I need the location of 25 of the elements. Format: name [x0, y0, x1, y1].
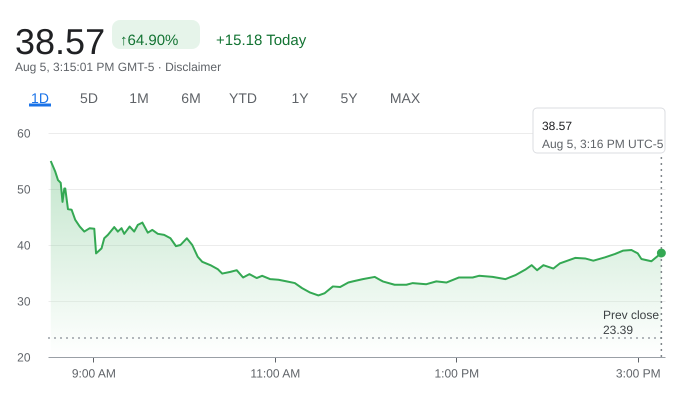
text: Aug 5, 3:15:01 PM GMT-5 · Disclaimer — [15, 60, 222, 74]
annotation: Aug 5, 3:16 PM UTC-5 — [542, 137, 664, 151]
x-tick-label: 9:00 AM — [72, 366, 116, 380]
y-tick-label: 40 — [17, 238, 31, 252]
ref-line-label: Prev close — [603, 308, 660, 322]
text: 1D — [31, 90, 49, 106]
text: 1Y — [291, 90, 310, 106]
y-tick-label: 20 — [17, 350, 31, 364]
x-tick-label: 11:00 AM — [250, 366, 300, 380]
text: 6M — [181, 90, 201, 106]
text: 5Y — [340, 90, 358, 106]
annotation: 23.39 — [603, 323, 634, 338]
text: ↑64.90% — [120, 32, 178, 49]
text: MAX — [390, 90, 421, 106]
x-tick-label: 1:00 PM — [434, 366, 480, 380]
text: +15.18 Today — [216, 32, 307, 49]
text: 5D — [80, 90, 98, 106]
text: YTD — [229, 90, 257, 106]
y-tick-label: 60 — [17, 126, 31, 140]
text: 1M — [129, 90, 149, 106]
y-tick-label: 50 — [17, 182, 31, 196]
x-tick-label: 3:00 PM — [616, 366, 661, 380]
y-tick-label: 30 — [17, 294, 31, 308]
text: 38.57 — [15, 21, 106, 62]
chart-title: 38.57 — [542, 119, 572, 133]
